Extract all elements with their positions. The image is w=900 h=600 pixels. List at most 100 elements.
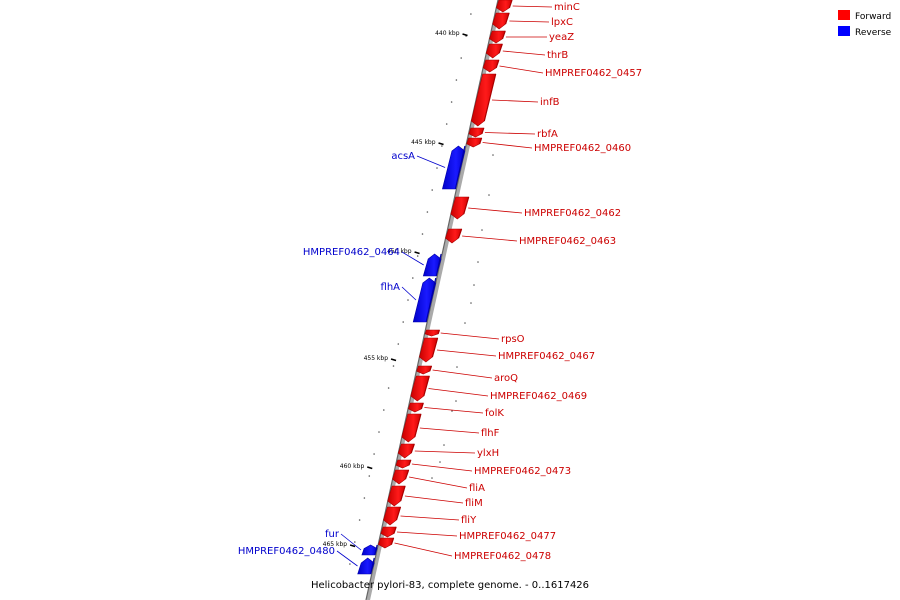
map-caption: Helicobacter pylori-83, complete genome.…	[311, 580, 589, 591]
gene-label-text: acsA	[391, 151, 415, 162]
gene-HMPREF0462_0469[interactable]	[410, 375, 430, 402]
gene-edge	[425, 277, 437, 323]
gene-label-text: thrB	[547, 50, 568, 61]
gene-aroQ[interactable]	[416, 365, 433, 375]
gene-HMPREF0462_0457[interactable]	[482, 59, 500, 73]
gene-HMPREF0462_0464[interactable]	[422, 253, 442, 277]
gene-fliY[interactable]	[383, 506, 402, 526]
gene-arrow[interactable]	[445, 228, 463, 244]
gene-arrow[interactable]	[482, 59, 500, 73]
gene-fur[interactable]	[361, 544, 378, 556]
gene-edge	[498, 43, 503, 54]
gene-arrow[interactable]	[397, 443, 415, 459]
minor-dot	[456, 366, 458, 368]
leader-line	[414, 450, 476, 454]
gene-arrow[interactable]	[387, 485, 406, 507]
gene-rpsO[interactable]	[424, 329, 440, 337]
gene-arrow[interactable]	[492, 12, 510, 30]
gene-infB[interactable]	[470, 73, 497, 127]
gene-label-aroQ: aroQ	[432, 369, 518, 384]
leader-line	[482, 142, 533, 149]
gene-label-acsA: acsA	[391, 151, 446, 168]
gene-fliA[interactable]	[392, 469, 410, 485]
gene-HMPREF0462_0478[interactable]	[378, 537, 395, 549]
gene-arrow[interactable]	[383, 506, 401, 526]
gene-arrow[interactable]	[489, 30, 506, 44]
gene-label-HMPREF0462_0469: HMPREF0462_0469	[428, 388, 587, 402]
gene-arrow[interactable]	[408, 402, 424, 413]
gene-minC[interactable]	[496, 0, 513, 13]
leader-line	[468, 207, 523, 214]
gene-arrow[interactable]	[378, 537, 395, 549]
gene-arrow[interactable]	[395, 459, 412, 469]
gene-edge	[437, 329, 440, 335]
gene-flhA[interactable]	[412, 277, 437, 323]
gene-label-text: HMPREF0462_0480	[238, 546, 335, 557]
gene-yeaZ[interactable]	[489, 30, 506, 44]
gene-HMPREF0462_0473[interactable]	[395, 459, 412, 469]
minor-tick-dots	[349, 13, 494, 565]
gene-arrow[interactable]	[466, 137, 483, 148]
scale-ticks: 440 kbp 445 kbp 450 kbp 455 kbp 460 kbp 465 k…	[323, 30, 468, 548]
gene-label-text: rbfA	[537, 129, 558, 140]
gene-label-folK: folK	[424, 407, 504, 419]
scale-tick-445: 445 kbp	[411, 139, 444, 146]
minor-dot	[492, 154, 494, 156]
leader-line	[491, 99, 539, 103]
gene-HMPREF0462_0477[interactable]	[380, 526, 397, 538]
tick-label: 455 kbp	[364, 355, 389, 362]
gene-edge	[374, 544, 378, 556]
legend-label-forward: Forward	[855, 12, 891, 22]
gene-arrow[interactable]	[470, 73, 497, 127]
gene-edge	[454, 145, 466, 190]
gene-acsA[interactable]	[442, 145, 466, 190]
gene-arrow[interactable]	[450, 196, 470, 220]
gene-arrow[interactable]	[410, 375, 430, 402]
scale-tick-440: 440 kbp	[435, 30, 468, 37]
gene-label-text: fur	[325, 529, 340, 540]
gene-arrow[interactable]	[392, 469, 410, 485]
gene-folK[interactable]	[408, 402, 424, 413]
gene-HMPREF0462_0462[interactable]	[450, 196, 470, 220]
gene-label-HMPREF0462_0462: HMPREF0462_0462	[468, 207, 621, 219]
minor-dot	[358, 519, 361, 521]
leader-line	[401, 286, 417, 301]
gene-HMPREF0462_0480[interactable]	[357, 557, 375, 575]
minor-dot	[431, 189, 434, 191]
gene-HMPREF0462_0463[interactable]	[445, 228, 463, 244]
gene-lpxC[interactable]	[492, 12, 510, 30]
minor-dot	[464, 322, 466, 324]
gene-label-text: aroQ	[494, 373, 518, 384]
gene-label-infB: infB	[491, 97, 560, 108]
gene-arrow[interactable]	[496, 0, 513, 13]
gene-arrow[interactable]	[416, 365, 432, 375]
minor-dot	[412, 277, 414, 279]
gene-arrow[interactable]	[401, 413, 422, 443]
minor-dot	[473, 284, 475, 286]
gene-arrow[interactable]	[380, 526, 397, 538]
leader-line	[404, 495, 464, 504]
gene-label-text: HMPREF0462_0460	[534, 143, 631, 154]
tick-label: 445 kbp	[411, 139, 436, 146]
gene-arrow[interactable]	[468, 127, 485, 138]
gene-fliM[interactable]	[387, 485, 406, 507]
tick-label: 450 kbp	[387, 248, 412, 255]
minor-dot	[450, 101, 453, 103]
gene-flhF[interactable]	[401, 413, 422, 443]
gene-thrB[interactable]	[485, 43, 503, 59]
leader-line	[394, 542, 453, 557]
gene-edge	[395, 506, 402, 521]
gene-arrow[interactable]	[485, 43, 503, 59]
gene-ylxH[interactable]	[397, 443, 415, 459]
gene-arrow[interactable]	[419, 337, 438, 363]
gene-label-ylxH: ylxH	[414, 448, 499, 459]
gene-rbfA[interactable]	[468, 127, 485, 138]
gene-HMPREF0462_0467[interactable]	[419, 337, 439, 363]
gene-arrow[interactable]	[424, 329, 440, 337]
leader-line	[440, 332, 500, 340]
scale-tick-455: 455 kbp	[364, 355, 397, 362]
gene-label-HMPREF0462_0460: HMPREF0462_0460	[482, 142, 631, 154]
gene-HMPREF0462_0460[interactable]	[466, 137, 483, 148]
gene-label-text: folK	[485, 408, 504, 419]
